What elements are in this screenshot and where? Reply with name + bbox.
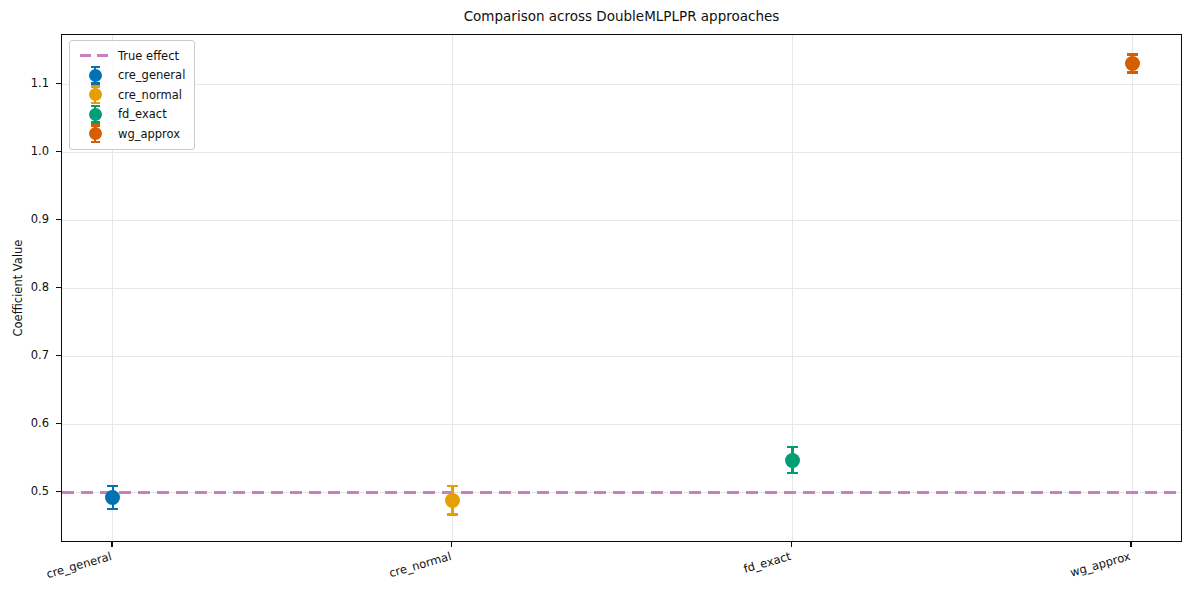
error-cap-cre_normal bbox=[447, 513, 458, 516]
h-gridline bbox=[62, 220, 1181, 221]
y-tick-mark bbox=[56, 151, 61, 152]
legend-item-fd_exact: fd_exact bbox=[80, 105, 185, 125]
chart-title: Comparison across DoubleMLPLPR approache… bbox=[61, 8, 1182, 24]
x-tick-label-text: cre_general bbox=[44, 549, 113, 581]
v-gridline bbox=[452, 35, 453, 541]
y-tick-label: 0.7 bbox=[0, 348, 49, 362]
y-tick-label: 0.6 bbox=[0, 416, 49, 430]
data-point-cre_normal bbox=[445, 493, 460, 508]
y-tick-mark bbox=[56, 219, 61, 220]
x-tick-label-text: fd_exact bbox=[742, 549, 793, 576]
data-point-wg_approx bbox=[1125, 56, 1140, 71]
y-tick-label: 0.5 bbox=[0, 484, 49, 498]
h-gridline bbox=[62, 152, 1181, 153]
y-tick-mark bbox=[56, 423, 61, 424]
legend-item-cre_general: cre_general bbox=[80, 66, 185, 86]
legend-marker-dot bbox=[89, 108, 102, 121]
legend-label: fd_exact bbox=[118, 107, 167, 121]
legend-item-wg_approx: wg_approx bbox=[80, 124, 185, 144]
y-tick-label: 1.0 bbox=[0, 144, 49, 158]
legend-errorbar-cap bbox=[91, 105, 100, 108]
h-gridline bbox=[62, 356, 1181, 357]
marker-swatch-icon bbox=[80, 105, 110, 124]
h-gridline bbox=[62, 424, 1181, 425]
x-tick-mark bbox=[451, 542, 452, 547]
y-tick-label: 0.9 bbox=[0, 212, 49, 226]
marker-swatch-icon bbox=[80, 66, 110, 85]
x-tick-mark bbox=[791, 542, 792, 547]
legend-errorbar-cap bbox=[91, 66, 100, 69]
y-tick-mark bbox=[56, 355, 61, 356]
legend: True effect cre_general cre_normal fd_exact… bbox=[69, 40, 195, 150]
y-tick-label: 1.1 bbox=[0, 76, 49, 90]
legend-marker-dot bbox=[89, 88, 102, 101]
x-tick-mark bbox=[111, 542, 112, 547]
dashed-line-swatch bbox=[80, 46, 110, 65]
x-tick-label-text: wg_approx bbox=[1068, 549, 1132, 580]
v-gridline bbox=[1132, 35, 1133, 541]
y-tick-mark bbox=[56, 491, 61, 492]
data-point-cre_general bbox=[105, 490, 120, 505]
legend-marker-dot bbox=[89, 127, 102, 140]
legend-marker-dot bbox=[89, 69, 102, 82]
x-tick-mark bbox=[1130, 542, 1131, 547]
legend-label: wg_approx bbox=[118, 127, 180, 141]
figure: Comparison across DoubleMLPLPR approache… bbox=[0, 0, 1189, 590]
error-cap-cre_general bbox=[107, 508, 118, 511]
true-effect-line bbox=[62, 491, 1181, 494]
true-effect-dash-icon bbox=[80, 54, 110, 57]
legend-item-cre_normal: cre_normal bbox=[80, 85, 185, 105]
y-tick-mark bbox=[56, 287, 61, 288]
error-cap-wg_approx bbox=[1127, 71, 1138, 74]
marker-swatch-icon bbox=[80, 124, 110, 143]
legend-label: True effect bbox=[118, 49, 179, 63]
y-tick-label: 0.8 bbox=[0, 280, 49, 294]
marker-swatch-icon bbox=[80, 85, 110, 104]
legend-errorbar-cap bbox=[91, 141, 100, 144]
y-tick-mark bbox=[56, 83, 61, 84]
legend-item-true-effect: True effect bbox=[80, 46, 185, 66]
data-point-fd_exact bbox=[785, 453, 800, 468]
h-gridline bbox=[62, 84, 1181, 85]
error-cap-fd_exact bbox=[787, 472, 798, 475]
legend-label: cre_general bbox=[118, 68, 185, 82]
plot-area: True effect cre_general cre_normal fd_exact… bbox=[61, 34, 1182, 542]
error-cap-cre_normal bbox=[447, 485, 458, 488]
h-gridline bbox=[62, 288, 1181, 289]
error-cap-fd_exact bbox=[787, 446, 798, 449]
x-tick-label-text: cre_normal bbox=[387, 549, 452, 580]
legend-label: cre_normal bbox=[118, 88, 182, 102]
error-cap-cre_general bbox=[107, 485, 118, 488]
